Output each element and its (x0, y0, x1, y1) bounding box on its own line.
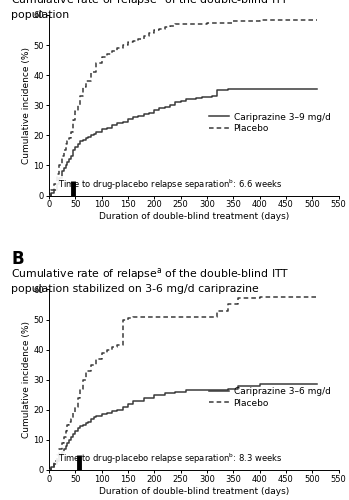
Text: B: B (11, 250, 24, 268)
Y-axis label: Cumulative incidence (%): Cumulative incidence (%) (22, 47, 31, 164)
Legend: Cariprazine 3–6 mg/d, Placebo: Cariprazine 3–6 mg/d, Placebo (206, 384, 334, 411)
Y-axis label: Cumulative incidence (%): Cumulative incidence (%) (22, 321, 31, 438)
X-axis label: Duration of double-blind treatment (days): Duration of double-blind treatment (days… (98, 486, 289, 496)
Text: Time to drug-placebo relapse separation$^{\mathrm{b}}$: 6.6 weeks: Time to drug-placebo relapse separation$… (58, 178, 282, 192)
X-axis label: Duration of double-blind treatment (days): Duration of double-blind treatment (days… (98, 212, 289, 221)
Text: Cumulative rate of relapse$^{\mathrm{a}}$ of the double-blind ITT
population sta: Cumulative rate of relapse$^{\mathrm{a}}… (11, 266, 290, 294)
Text: Cumulative rate of relapse$^{\mathrm{a}}$ of the double-blind ITT
population: Cumulative rate of relapse$^{\mathrm{a}}… (11, 0, 290, 20)
Text: Time to drug-placebo relapse separation$^{\mathrm{b}}$: 8.3 weeks: Time to drug-placebo relapse separation$… (58, 452, 282, 466)
Legend: Cariprazine 3–9 mg/d, Placebo: Cariprazine 3–9 mg/d, Placebo (206, 109, 334, 137)
